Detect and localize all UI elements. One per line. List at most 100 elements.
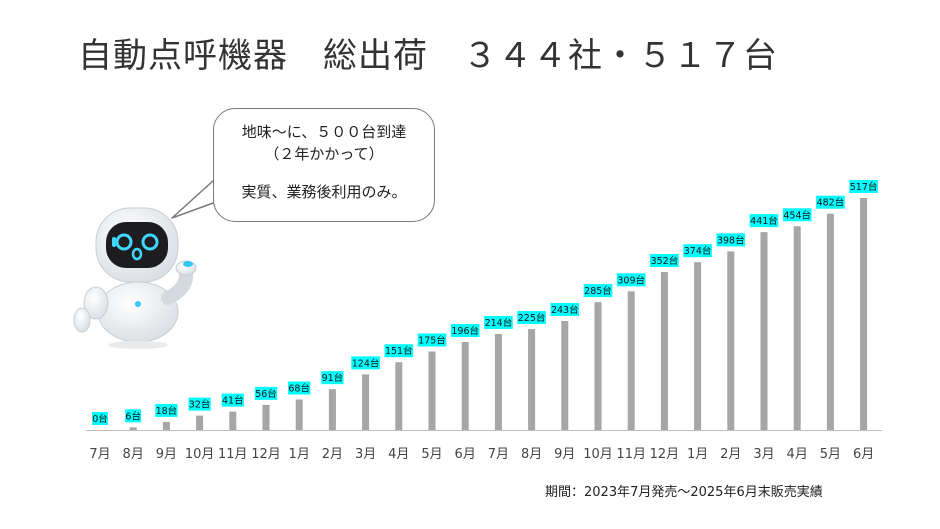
- bar: [594, 302, 602, 430]
- data-label: 398台: [717, 234, 745, 246]
- data-label-bg: [288, 381, 311, 395]
- data-label: 6台: [125, 410, 141, 422]
- data-label-bg: [517, 311, 546, 325]
- bar: [362, 374, 370, 430]
- x-tick-label: 3月: [753, 447, 774, 462]
- data-label-bg: [384, 344, 414, 358]
- data-label: 243台: [551, 304, 579, 316]
- bar: [262, 404, 270, 430]
- data-label: 482台: [817, 197, 845, 209]
- bar: [328, 389, 336, 430]
- x-tick-label: 12月: [650, 447, 680, 462]
- data-label: 441台: [750, 215, 778, 227]
- data-label: 309台: [617, 274, 645, 286]
- x-tick-label: 4月: [787, 447, 808, 462]
- data-label-bg: [221, 393, 244, 407]
- data-label: 352台: [651, 255, 679, 267]
- bar: [395, 362, 403, 430]
- speech-bubble: 地味〜に、５００台到達 （２年かかって） 実質、業務後利用のみ。: [213, 108, 435, 222]
- data-label-bg: [816, 195, 845, 209]
- data-label-bg: [782, 208, 812, 222]
- bar: [461, 342, 469, 430]
- data-label: 68台: [288, 382, 310, 394]
- data-label-bg: [616, 273, 646, 287]
- data-label-bg: [351, 356, 380, 370]
- bubble-line-1: 地味〜に、５００台到達: [241, 123, 407, 141]
- data-label-bg: [484, 315, 513, 329]
- speech-bubble-tail: [171, 179, 217, 219]
- x-tick-label: 7月: [89, 447, 110, 462]
- data-label-bg: [849, 180, 878, 193]
- data-label: 517台: [850, 181, 878, 193]
- data-label: 56台: [255, 388, 277, 400]
- x-tick-label: 9月: [156, 447, 177, 462]
- bubble-line-2: （２年かかって）: [264, 145, 384, 163]
- data-label-bg: [254, 386, 278, 400]
- x-tick-label: 11月: [218, 447, 248, 462]
- data-label: 0台: [92, 413, 108, 425]
- x-tick-label: 4月: [388, 447, 409, 462]
- bar: [494, 333, 502, 430]
- x-tick-label: 11月: [616, 447, 646, 462]
- x-tick-label: 3月: [355, 447, 376, 462]
- x-tick-label: 5月: [820, 447, 841, 462]
- data-label: 41台: [222, 395, 244, 407]
- bar: [860, 198, 868, 430]
- robot-mascot-icon: [73, 207, 197, 349]
- x-tick-label: 9月: [554, 447, 575, 462]
- x-tick-label: 2月: [720, 447, 741, 462]
- x-tick-label: 8月: [521, 447, 542, 462]
- x-tick-label: 6月: [853, 447, 874, 462]
- bar: [129, 427, 137, 430]
- bar: [428, 351, 436, 430]
- bar: [561, 320, 569, 430]
- data-label-bg: [550, 302, 580, 316]
- bar: [196, 415, 204, 430]
- data-label: 124台: [352, 357, 380, 369]
- data-label: 285台: [584, 285, 612, 297]
- data-label: 18台: [156, 405, 178, 417]
- data-label: 196台: [451, 325, 479, 337]
- data-label-bg: [417, 333, 447, 347]
- data-label-bg: [650, 254, 679, 268]
- x-tick-label: 8月: [123, 447, 144, 462]
- data-label: 175台: [418, 334, 446, 346]
- x-tick-label: 12月: [251, 447, 281, 462]
- x-tick-label: 2月: [322, 447, 343, 462]
- data-label-bg: [749, 214, 779, 228]
- data-label-bg: [125, 409, 142, 423]
- bar: [760, 232, 768, 430]
- data-label-bg: [155, 403, 178, 417]
- bar: [793, 226, 801, 430]
- data-label: 91台: [322, 372, 344, 384]
- bar: [528, 329, 536, 430]
- bar: [727, 251, 735, 430]
- data-label-bg: [683, 244, 712, 258]
- bar: [229, 411, 237, 430]
- x-tick-label: 6月: [455, 447, 476, 462]
- x-tick-label: 7月: [488, 447, 509, 462]
- data-label-bg: [188, 397, 211, 411]
- x-tick-label: 10月: [583, 447, 613, 462]
- x-tick-label: 5月: [421, 447, 442, 462]
- bar: [627, 291, 635, 430]
- data-label-bg: [583, 284, 613, 298]
- data-label-bg: [92, 412, 108, 425]
- bar: [660, 272, 668, 430]
- page-title: 自動点呼機器 総出荷 ３４４社・５１７台: [78, 36, 778, 76]
- data-label: 32台: [189, 399, 211, 411]
- data-label-bg: [450, 324, 480, 338]
- bubble-line-3: 実質、業務後利用のみ。: [241, 183, 407, 201]
- data-label: 214台: [485, 317, 513, 329]
- data-label-bg: [716, 233, 746, 247]
- data-label: 225台: [518, 312, 546, 324]
- data-label: 454台: [783, 209, 811, 221]
- period-footnote: 期間：2023年7月発売〜2025年6月末販売実績: [545, 485, 823, 500]
- bar: [826, 213, 834, 430]
- bar: [694, 262, 702, 430]
- x-tick-label: 10月: [185, 447, 215, 462]
- x-tick-label: 1月: [687, 447, 708, 462]
- bar: [295, 399, 303, 430]
- data-label-bg: [321, 371, 344, 385]
